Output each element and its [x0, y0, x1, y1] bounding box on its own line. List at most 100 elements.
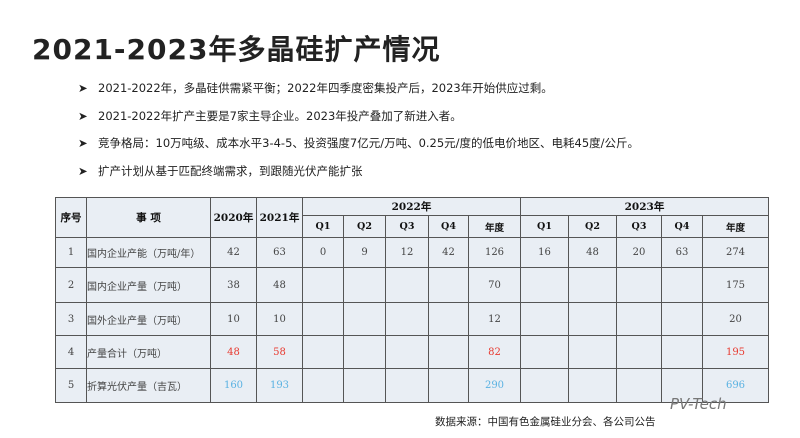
header-cell: 2023年 [520, 197, 769, 216]
table-cell [616, 302, 662, 336]
header-cell: 2021年 [256, 197, 303, 238]
header-cell: 2020年 [210, 197, 257, 238]
table-row: 1 国内企业产能（万吨/年） 42 63 0 9 12 42 126 16 48 20 63 274 [55, 237, 769, 268]
table-cell: 82 [468, 335, 521, 369]
table-cell [428, 335, 469, 369]
table-cell [343, 267, 386, 303]
bullet-arrow: ➤ [78, 136, 88, 150]
table-cell: 国外企业产量（万吨） [86, 302, 211, 336]
table-cell [661, 368, 703, 403]
table-cell: 160 [210, 368, 257, 403]
table-row: 3 国外企业产量（万吨） 10 10 12 20 [55, 302, 769, 336]
header-cell: Q4 [428, 215, 469, 238]
table-cell [520, 302, 569, 336]
table-cell: 48 [568, 237, 617, 268]
table-cell [428, 368, 469, 403]
table-cell: 产量合计（万吨） [86, 335, 211, 369]
header-row: 序号事 项 2020年 2021年 2022年 2023年 [55, 197, 769, 238]
table-cell: 58 [256, 335, 303, 369]
table-cell: 63 [661, 237, 703, 268]
table-cell: 2 [55, 267, 87, 303]
header-cell: Q1 [302, 215, 344, 238]
table-row: 2 国内企业产量（万吨） 38 48 70 175 [55, 267, 769, 303]
table-cell [343, 302, 386, 336]
table-cell: 12 [385, 237, 429, 268]
header-cell: Q2 [568, 215, 617, 238]
table-cell [568, 368, 617, 403]
table-cell: 48 [256, 267, 303, 303]
table-cell [343, 335, 386, 369]
source: 数据来源：中国有色金属硅业分会、各公司公告 [435, 416, 656, 428]
table-cell: 20 [616, 237, 662, 268]
table-cell [661, 302, 703, 336]
table-cell: 70 [468, 267, 521, 303]
table-cell [568, 267, 617, 303]
table-cell [616, 267, 662, 303]
header-cell: Q3 [616, 215, 662, 238]
header-cell: Q2 [343, 215, 386, 238]
table-cell [568, 302, 617, 336]
header-cell: 2022年 [302, 197, 521, 216]
table-cell: 5 [55, 368, 87, 403]
table-cell [520, 267, 569, 303]
bullet-text: 2021-2022年扩产主要是7家主导企业。2023年投产叠加了新进入者。 [98, 108, 462, 123]
table-cell: 10 [210, 302, 257, 336]
table-cell [616, 335, 662, 369]
table-cell: 12 [468, 302, 521, 336]
table-cell: 193 [256, 368, 303, 403]
table-cell [385, 335, 429, 369]
table-cell [385, 267, 429, 303]
table-cell: 16 [520, 237, 569, 268]
table-cell [428, 302, 469, 336]
table-cell [302, 335, 344, 369]
table-cell [520, 368, 569, 403]
header-cell: 年度 [468, 215, 521, 238]
table-cell: 63 [256, 237, 303, 268]
table-cell [661, 335, 703, 369]
table-cell: 20 [702, 302, 769, 336]
table-cell [302, 302, 344, 336]
table-cell: 195 [702, 335, 769, 369]
header-cell: Q4 [661, 215, 703, 238]
table-cell: 126 [468, 237, 521, 268]
table-row: 4 产量合计（万吨） 48 58 82 195 [55, 335, 769, 369]
table-cell: 3 [55, 302, 87, 336]
title: 2021-2023年多晶硅扩产情况 [32, 33, 441, 66]
bullet-arrow: ➤ [78, 163, 88, 178]
header-cell: 年度 [702, 215, 769, 238]
table-cell: 国内企业产量（万吨） [86, 267, 211, 303]
table-cell: 4 [55, 335, 87, 369]
table-cell [343, 368, 386, 403]
table: 序号事 项 2020年 2021年 2022年 2023年 Q1 Q2 Q3 Q4 年度 Q1 Q2 Q… [55, 197, 769, 403]
table-cell: 42 [428, 237, 469, 268]
table-cell: 42 [210, 237, 257, 268]
table-cell: 9 [343, 237, 386, 268]
table-cell: 10 [256, 302, 303, 336]
header-cell: Q3 [385, 215, 429, 238]
table-cell [385, 302, 429, 336]
bullet: ➤ 竞争格局：10万吨级、成本水平3-4-5、投资强度7亿元/万吨、0.25元/度… [78, 135, 639, 151]
table-cell [520, 335, 569, 369]
table-cell [302, 267, 344, 303]
table-cell: 290 [468, 368, 521, 403]
bullet-text: 扩产计划从基于匹配终端需求，到跟随光伏产能扩张 [98, 163, 363, 178]
table-cell: 0 [302, 237, 344, 268]
bullet-arrow: ➤ [78, 81, 88, 95]
table-cell: 1 [55, 237, 87, 268]
table-cell [428, 267, 469, 303]
table-cell: 175 [702, 267, 769, 303]
table-cell: 38 [210, 267, 257, 303]
bullet: ➤ 2021-2022年扩产主要是7家主导企业。2023年投产叠加了新进入者。 [78, 108, 462, 124]
bullet-text: 2021-2022年，多晶硅供需紧平衡；2022年四季度密集投产后，2023年开… [98, 81, 553, 95]
table-row: 5 折算光伏产量（吉瓦） 160 193 290 696 [55, 368, 769, 403]
header-cell: Q1 [520, 215, 569, 238]
table-cell: 国内企业产能（万吨/年） [86, 237, 211, 268]
table-cell: 折算光伏产量（吉瓦） [86, 368, 211, 403]
table-cell: 274 [702, 237, 769, 268]
table-cell [616, 368, 662, 403]
bullet-text: 竞争格局：10万吨级、成本水平3-4-5、投资强度7亿元/万吨、0.25元/度的… [98, 136, 640, 150]
table-cell [302, 368, 344, 403]
watermark: PV-Tech [670, 395, 727, 413]
table-cell [568, 335, 617, 369]
